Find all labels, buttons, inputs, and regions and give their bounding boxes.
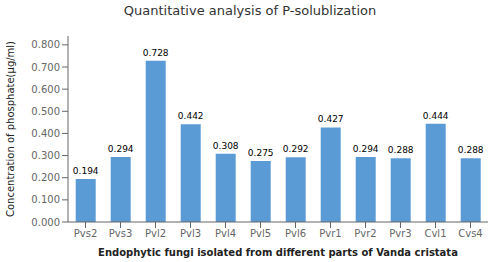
svg-text:0.292: 0.292 xyxy=(283,144,309,154)
svg-text:0.275: 0.275 xyxy=(248,148,274,158)
svg-text:0.728: 0.728 xyxy=(143,48,169,58)
svg-text:0.700: 0.700 xyxy=(31,62,60,73)
svg-text:0.442: 0.442 xyxy=(178,111,204,121)
svg-text:0.294: 0.294 xyxy=(353,144,379,154)
svg-text:Pvr3: Pvr3 xyxy=(389,228,411,239)
svg-text:Pvs2: Pvs2 xyxy=(74,228,98,239)
svg-text:0.500: 0.500 xyxy=(31,106,60,117)
svg-text:Cvl1: Cvl1 xyxy=(424,228,446,239)
svg-text:0.194: 0.194 xyxy=(73,166,99,176)
svg-text:Pvl6: Pvl6 xyxy=(285,228,306,239)
svg-text:Pvl3: Pvl3 xyxy=(180,228,201,239)
svg-text:0.100: 0.100 xyxy=(31,194,60,205)
svg-text:Pvr1: Pvr1 xyxy=(319,228,341,239)
svg-text:Pvs3: Pvs3 xyxy=(109,228,133,239)
svg-text:Pvr2: Pvr2 xyxy=(354,228,376,239)
svg-text:0.427: 0.427 xyxy=(318,114,344,124)
svg-text:Pvl4: Pvl4 xyxy=(215,228,236,239)
svg-text:0.288: 0.288 xyxy=(388,145,414,155)
html-text:Quantitative analysis of P-sol: Quantitative analysis of P-solublization xyxy=(123,3,377,18)
svg-text:Concentration of phosphate(µg/: Concentration of phosphate(µg/ml) xyxy=(8,41,16,217)
svg-text:Pvl2: Pvl2 xyxy=(145,228,166,239)
svg-text:0.300: 0.300 xyxy=(31,150,60,161)
svg-text:0.600: 0.600 xyxy=(31,84,60,95)
svg-text:0.800: 0.800 xyxy=(31,39,60,50)
svg-text:0.444: 0.444 xyxy=(423,111,449,121)
svg-text:Endophytic fungi isolated from: Endophytic fungi isolated from different… xyxy=(98,247,458,258)
svg-text:Pvl5: Pvl5 xyxy=(250,228,271,239)
svg-text:0.288: 0.288 xyxy=(458,145,484,155)
svg-text:0.000: 0.000 xyxy=(31,217,60,228)
svg-text:0.200: 0.200 xyxy=(31,172,60,183)
svg-text:0.308: 0.308 xyxy=(213,141,239,151)
svg-text:0.294: 0.294 xyxy=(108,144,134,154)
svg-text:Cvs4: Cvs4 xyxy=(458,228,482,239)
svg-text:0.400: 0.400 xyxy=(31,128,60,139)
